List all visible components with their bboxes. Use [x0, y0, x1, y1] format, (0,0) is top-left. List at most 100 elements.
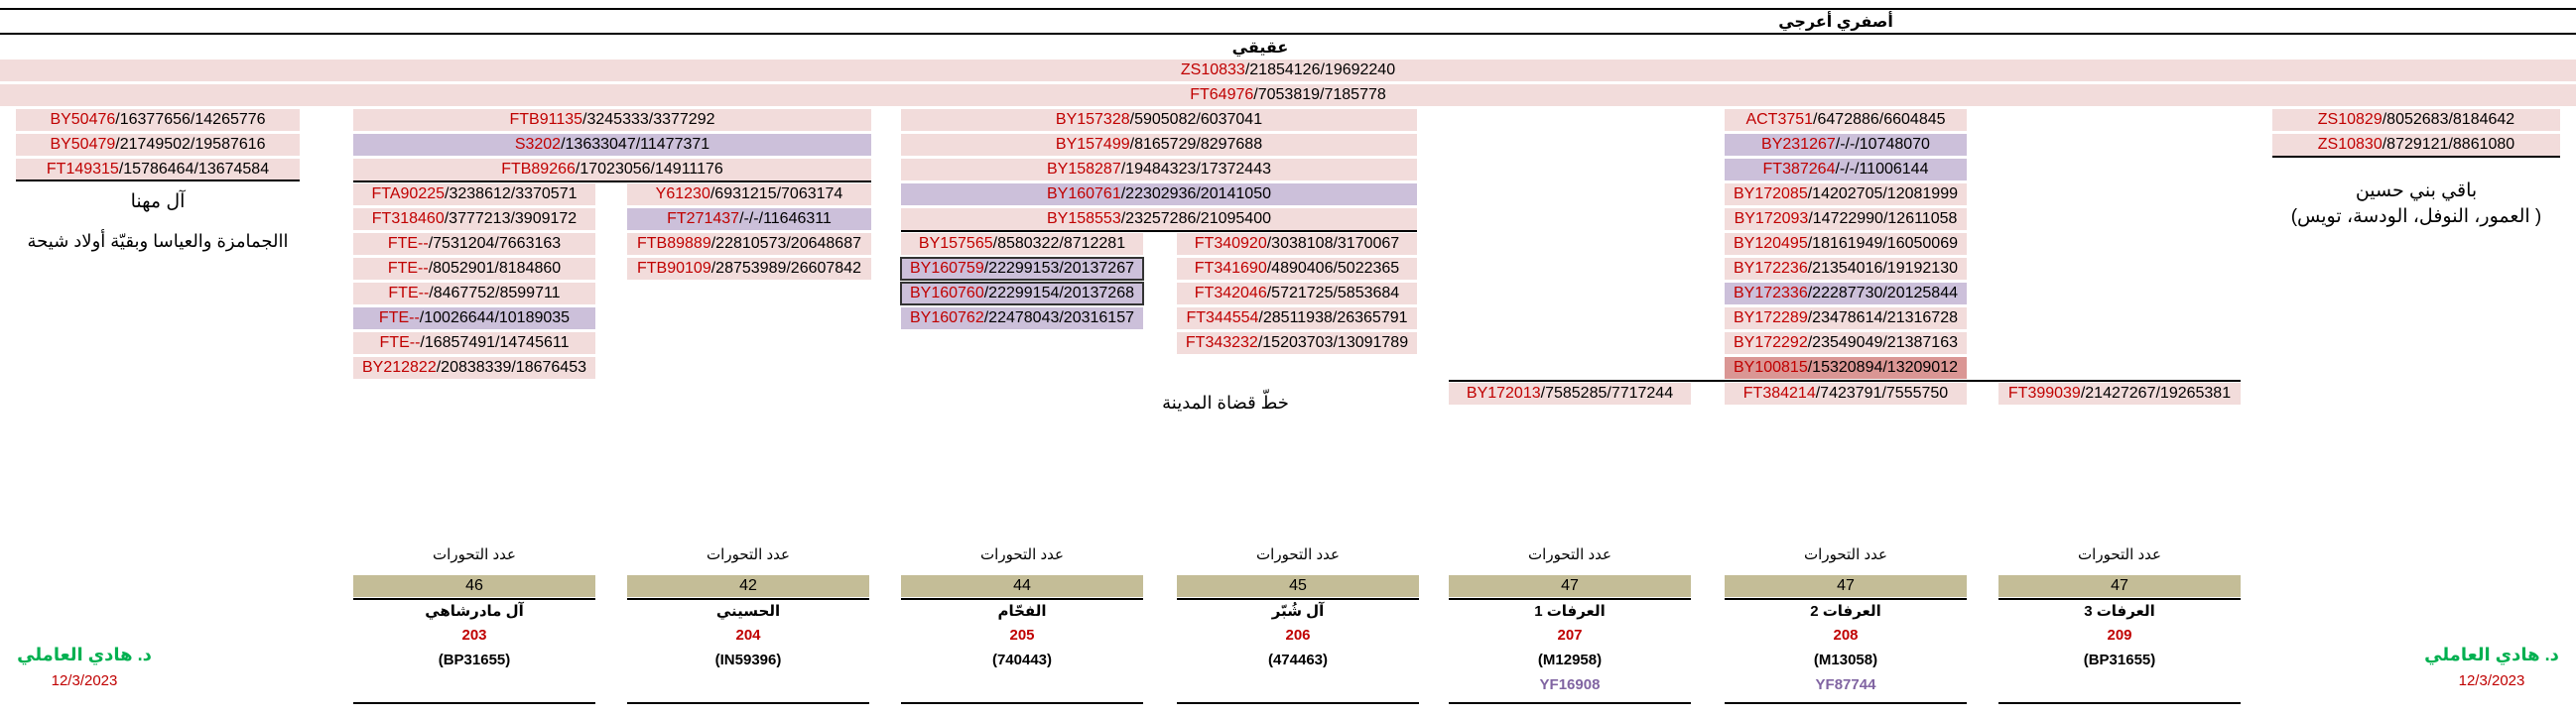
column-name: الحسيني — [715, 603, 781, 620]
mutations-label: عدد التحورات — [1528, 546, 1611, 563]
mutation-count: 45 — [1177, 575, 1419, 597]
haplo-row: FT384214/7423791/7555750 — [1725, 383, 1967, 405]
separator: / — [1120, 185, 1126, 202]
kit-number: (740443) — [991, 652, 1053, 668]
separator: / — [1807, 309, 1813, 326]
separator: / — [1807, 359, 1813, 376]
branch-a-rule — [353, 180, 871, 182]
haplo-row: FTE--/8467752/8599711 — [353, 283, 595, 304]
left-branch-rule — [16, 179, 300, 181]
separator: / — [2382, 136, 2387, 153]
position-nums: -/-/11006144 — [1839, 161, 1929, 178]
haplo-row: BY160762/22478043/20316157 — [901, 307, 1143, 329]
position-nums: 8052683/8184642 — [2386, 111, 2515, 128]
haplo-code: FTE-- — [387, 235, 429, 252]
haplo-code: FT271437 — [667, 210, 740, 227]
haplo-code: FTB90109 — [637, 260, 711, 277]
position-nums: 3245333/3377292 — [586, 111, 715, 128]
top-rule — [0, 8, 2576, 10]
separator: / — [983, 285, 989, 301]
position-nums: 7053819/7185778 — [1257, 86, 1386, 103]
separator: / — [1835, 161, 1840, 178]
separator: / — [1266, 235, 1272, 252]
branch-b-rule — [901, 230, 1417, 232]
separator: / — [1807, 260, 1813, 277]
haplo-code: FT344554 — [1186, 309, 1259, 326]
haplo-row: FTB89889/22810573/20648687 — [627, 233, 871, 255]
haplo-code: FT340920 — [1194, 235, 1267, 252]
separator: / — [1807, 185, 1813, 202]
column-rule — [1449, 598, 1691, 600]
position-nums: 21354016/19192130 — [1812, 260, 1958, 277]
haplo-code: BY231267 — [1761, 136, 1836, 153]
separator: / — [115, 111, 120, 128]
haplo-row: BY158287/19484323/17372443 — [901, 159, 1417, 180]
separator: / — [1120, 161, 1126, 178]
position-nums: 3038108/3170067 — [1271, 235, 1400, 252]
position-nums: 4890406/5022365 — [1271, 260, 1400, 277]
haplo-row: FTB91135/3245333/3377292 — [353, 109, 871, 131]
haplo-code: FT341690 — [1194, 260, 1267, 277]
position-nums: 15786464/13674584 — [123, 161, 270, 178]
position-nums: 5905082/6037041 — [1134, 111, 1263, 128]
haplo-code: BY172085 — [1733, 185, 1808, 202]
haplo-code: FTA90225 — [371, 185, 446, 202]
haplo-code: BY157328 — [1055, 111, 1130, 128]
mutations-label: عدد التحورات — [707, 546, 790, 563]
haplo-row: BY50476/16377656/14265776 — [16, 109, 300, 131]
column-name: العرفات 1 — [1534, 603, 1606, 620]
column-id: 204 — [735, 627, 761, 644]
extra-code: YF16908 — [1539, 676, 1601, 693]
bottom-rule — [1177, 702, 1419, 704]
right-branch-name: باقي بني حسين — [2355, 180, 2478, 201]
haplo-code: FTE-- — [387, 260, 429, 277]
separator: / — [428, 235, 434, 252]
separator: / — [1807, 235, 1813, 252]
position-nums: 28511938/26365791 — [1262, 309, 1408, 326]
separator: / — [1807, 334, 1813, 351]
position-nums: 21854126/19692240 — [1249, 61, 1396, 78]
signature-date-right: 12/3/2023 — [2458, 672, 2525, 689]
separator: / — [739, 210, 744, 227]
column-name: العرفات 2 — [1810, 603, 1881, 620]
separator: / — [992, 235, 998, 252]
separator: / — [115, 136, 120, 153]
branch-b-note: خطّ قضاة المدينة — [1162, 393, 1289, 413]
separator: / — [582, 111, 587, 128]
separator: / — [1815, 385, 1821, 402]
separator: / — [1120, 210, 1126, 227]
haplo-code: BY160760 — [909, 285, 984, 301]
haplo-row: BY212822/20838339/18676453 — [353, 357, 595, 379]
haplo-row: FT342046/5721725/5853684 — [1177, 283, 1417, 304]
separator: / — [983, 260, 989, 277]
separator: / — [1813, 111, 1818, 128]
haplo-row: FT341690/4890406/5022365 — [1177, 258, 1417, 280]
haplo-row: BY172093/14722990/12611058 — [1725, 208, 1967, 230]
position-nums: 14202705/12081999 — [1812, 185, 1958, 202]
separator: / — [118, 161, 124, 178]
position-nums: 20838339/18676453 — [441, 359, 586, 376]
haplo-code: BY158287 — [1046, 161, 1121, 178]
separator: / — [1540, 385, 1546, 402]
haplo-row: ACT3751/6472886/6604845 — [1725, 109, 1967, 131]
haplo-row: FT318460/3777213/3909172 — [353, 208, 595, 230]
position-nums: 22287730/20125844 — [1812, 285, 1958, 301]
position-nums: 22299154/20137268 — [988, 285, 1134, 301]
column-rule — [901, 598, 1143, 600]
haplo-code: ZS10833 — [1180, 61, 1245, 78]
mutations-label: عدد التحورات — [433, 546, 516, 563]
position-nums: 17023056/14911176 — [580, 161, 723, 178]
column-id: 205 — [1009, 627, 1035, 644]
mutation-count: 47 — [1725, 575, 1967, 597]
separator: / — [1258, 309, 1263, 326]
right-branch-subtitle: (العمور، النوفل، الودسة، تويس ) — [2290, 206, 2542, 227]
separator: / — [1129, 136, 1135, 153]
second-title: عقيقي — [1231, 40, 1289, 57]
mutation-count: 46 — [353, 575, 595, 597]
separator: / — [1266, 260, 1272, 277]
column-rule — [1725, 598, 1967, 600]
separator: / — [1807, 285, 1813, 301]
separator: / — [1266, 285, 1272, 301]
kit-number: (BP31655) — [438, 652, 511, 668]
haplo-row: BY172336/22287730/20125844 — [1725, 283, 1967, 304]
